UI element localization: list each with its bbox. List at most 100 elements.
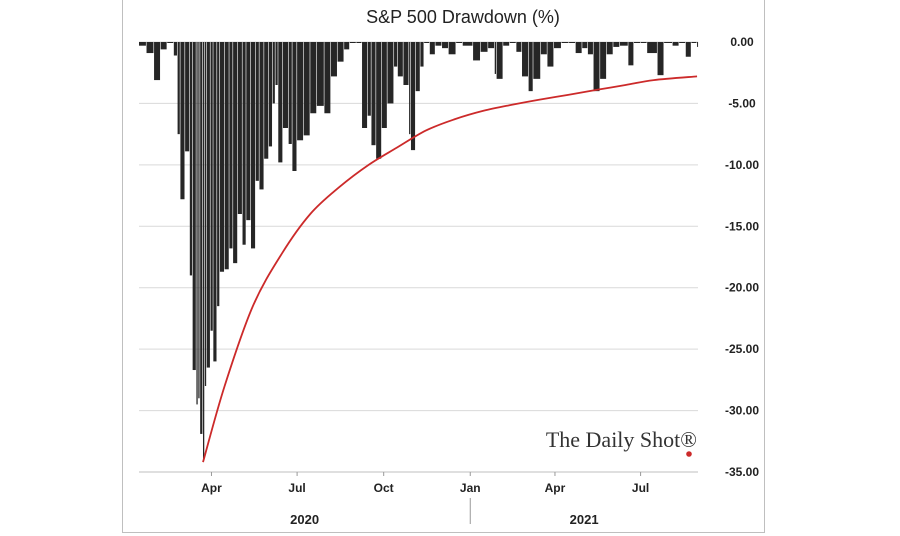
x-tick-label: Apr	[545, 481, 566, 495]
drawdown-bar	[516, 42, 522, 52]
drawdown-bar	[462, 42, 473, 46]
drawdown-bar	[278, 42, 283, 163]
drawdown-bar	[344, 42, 350, 50]
drawdown-bar	[167, 42, 174, 43]
drawdown-bar	[606, 42, 613, 55]
drawdown-bar	[448, 42, 456, 55]
drawdown-bar	[561, 42, 569, 43]
drawdown-bar	[488, 42, 495, 49]
drawdown-bar	[371, 42, 376, 146]
drawdown-bar	[192, 42, 196, 371]
drawdown-bar	[303, 42, 310, 136]
drawdown-bar	[587, 42, 593, 55]
drawdown-bar	[210, 42, 213, 331]
y-tick-label: -25.00	[725, 342, 759, 356]
drawdown-bar	[634, 42, 640, 43]
drawdown-bar	[180, 42, 185, 200]
drawdown-bar	[494, 42, 497, 74]
drawdown-bar	[213, 42, 217, 362]
y-tick-label: -5.00	[728, 96, 756, 110]
drawdown-bar	[297, 42, 304, 141]
drawdown-bar	[202, 42, 205, 459]
drawdown-bar	[672, 42, 679, 46]
drawdown-bar	[640, 42, 647, 43]
drawdown-bar	[224, 42, 229, 270]
drawdown-bar	[217, 42, 220, 307]
drawdown-bar	[185, 42, 190, 152]
y-tick-label: -10.00	[725, 158, 759, 172]
drawdown-bar	[349, 42, 356, 43]
drawdown-bar	[403, 42, 409, 85]
drawdown-bar	[259, 42, 264, 190]
x-tick-label: Jan	[460, 481, 481, 495]
y-axis: 0.00 -5.00 -10.00 -15.00 -20.00 -25.00 -30.00 -…	[725, 35, 759, 479]
drawdown-bar	[473, 42, 481, 61]
recovery-line-path	[202, 75, 698, 463]
drawdown-bar	[229, 42, 233, 249]
x-tick-label: Jul	[288, 481, 305, 495]
drawdown-bar	[569, 42, 576, 43]
watermark-dot	[686, 451, 692, 457]
drawdown-bar	[337, 42, 344, 62]
y-tick-label: -35.00	[725, 465, 759, 479]
drawdown-bar	[189, 42, 193, 276]
y-tick-label: -30.00	[725, 404, 759, 418]
x-tick-label: Oct	[374, 481, 394, 495]
drawdown-bar	[528, 42, 533, 92]
x-tick-label: Jul	[632, 481, 649, 495]
y-tick-label: 0.00	[730, 35, 754, 49]
drawdown-bar	[200, 42, 203, 434]
drawdown-bar	[242, 42, 246, 245]
drawdown-bar	[198, 42, 200, 399]
drawdown-bar	[362, 42, 368, 128]
drawdown-bar	[282, 42, 289, 128]
drawdown-bar	[691, 42, 697, 43]
drawdown-bar	[146, 42, 154, 54]
y-tick-label: -15.00	[725, 219, 759, 233]
drawdown-bar	[647, 42, 657, 54]
drawdown-bar	[387, 42, 394, 104]
drawdown-bar	[177, 42, 180, 135]
drawdown-bar	[480, 42, 488, 52]
drawdown-bar	[376, 42, 382, 159]
recovery-line	[202, 75, 698, 463]
drawdown-bar	[420, 42, 424, 67]
drawdown-bar	[219, 42, 225, 272]
drawdown-bar	[310, 42, 317, 114]
drawdown-bar	[204, 42, 207, 386]
drawdown-bar	[268, 42, 273, 147]
drawdown-bar	[415, 42, 420, 92]
drawdown-bar	[435, 42, 442, 46]
drawdown-bar	[264, 42, 269, 159]
watermark-logo: The Daily Shot®	[546, 427, 697, 457]
drawdown-bar	[533, 42, 541, 79]
drawdown-bar	[628, 42, 634, 66]
drawdown-bar	[554, 42, 561, 49]
drawdown-bar	[456, 42, 463, 43]
drawdown-bar	[275, 42, 278, 85]
drawdown-bar	[664, 42, 672, 43]
drawdown-bar	[292, 42, 297, 171]
drawdown-bar	[685, 42, 691, 57]
drawdown-bar	[288, 42, 292, 144]
drawdown-bar	[246, 42, 251, 221]
drawdown-bar	[154, 42, 161, 81]
chart-frame: S&P 500 Drawdown (%) 0.00 -5.00 -10.00 -15.…	[122, 0, 765, 533]
drawdown-bar	[139, 42, 146, 46]
drawdown-bars	[139, 42, 699, 459]
x-axis: Apr Jul Oct Jan Apr Jul 2020 2021	[139, 471, 698, 527]
drawdown-bar	[679, 42, 686, 43]
drawdown-bar	[540, 42, 547, 55]
year-label: 2021	[570, 512, 599, 527]
drawdown-bar	[593, 42, 600, 92]
drawdown-bar	[397, 42, 403, 77]
drawdown-bar	[272, 42, 275, 104]
drawdown-bar	[255, 42, 259, 181]
year-label: 2020	[290, 512, 319, 527]
drawdown-bar	[619, 42, 628, 46]
drawdown-bar	[206, 42, 210, 368]
chart-canvas: 0.00 -5.00 -10.00 -15.00 -20.00 -25.00 -30.00 -…	[139, 35, 759, 527]
drawdown-bar	[330, 42, 337, 77]
drawdown-bar	[522, 42, 529, 77]
y-tick-label: -20.00	[725, 281, 759, 295]
